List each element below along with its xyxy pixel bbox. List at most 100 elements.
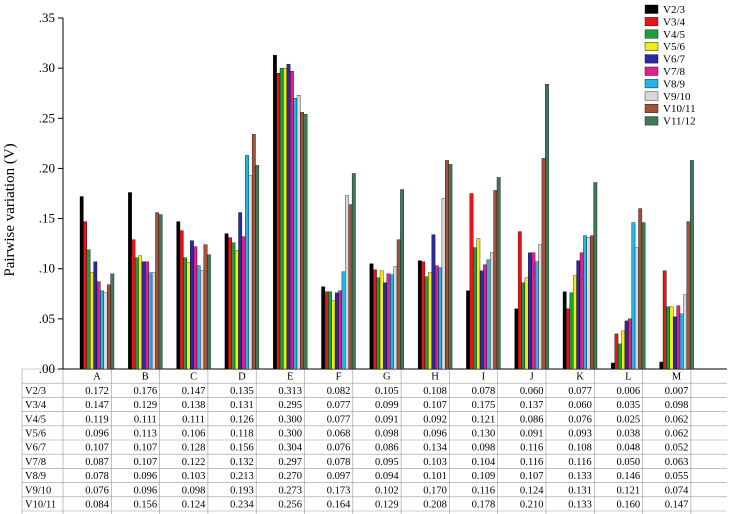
bar	[90, 272, 94, 370]
table-cell: 0.147	[665, 500, 689, 511]
bar	[276, 72, 281, 370]
category-label: D	[238, 372, 246, 383]
table-cell: 0.133	[568, 471, 592, 482]
bar	[679, 313, 684, 370]
bar	[151, 272, 156, 370]
bar	[283, 67, 287, 370]
bar	[545, 84, 549, 370]
table-cell: 0.256	[278, 500, 302, 511]
bar	[586, 237, 591, 370]
bar	[686, 221, 691, 370]
table-cell: 0.107	[85, 443, 109, 454]
bar	[445, 160, 449, 370]
bar	[200, 270, 204, 370]
bar	[611, 362, 615, 370]
bar	[203, 244, 208, 370]
table-cell: 0.170	[423, 485, 447, 496]
table-cell: 0.107	[133, 443, 157, 454]
table-cell: 0.097	[327, 471, 351, 482]
legend-label: V6/7	[663, 54, 686, 66]
table-cell: 0.104	[472, 457, 496, 468]
legend-swatch	[644, 54, 659, 64]
bar	[373, 269, 377, 370]
bar	[673, 316, 677, 370]
bar	[179, 230, 184, 370]
bar	[476, 238, 481, 370]
category-label: A	[93, 372, 101, 383]
bar	[396, 239, 401, 370]
bar	[338, 290, 343, 370]
table-cell: 0.173	[327, 485, 351, 496]
table-cell: 0.137	[520, 400, 544, 411]
table-cell: 0.300	[278, 429, 302, 440]
bar	[493, 190, 498, 370]
table-cell: 0.111	[182, 414, 205, 425]
table-cell: 0.099	[375, 400, 399, 411]
table-cell: 0.108	[568, 443, 592, 454]
y-tick-label: .00	[39, 361, 55, 376]
y-tick-label: .05	[39, 311, 55, 326]
table-cell: 0.131	[568, 485, 592, 496]
table-cell: 0.103	[182, 471, 206, 482]
table-cell: 0.068	[327, 429, 351, 440]
bar	[593, 182, 598, 370]
table-cell: 0.156	[133, 500, 157, 511]
table-cell: 0.076	[568, 414, 592, 425]
table-cell: 0.133	[568, 500, 592, 511]
table-cell: 0.124	[520, 485, 544, 496]
bar	[400, 189, 404, 370]
bar	[434, 265, 439, 370]
table-cell: 0.078	[472, 386, 496, 397]
table-cell: 0.234	[230, 500, 254, 511]
table-cell: 0.076	[85, 485, 109, 496]
bar	[469, 193, 474, 370]
table-cell: 0.172	[85, 386, 109, 397]
legend-label: V5/6	[663, 41, 686, 53]
bar	[348, 204, 353, 370]
bar	[379, 270, 384, 370]
bar	[96, 281, 101, 370]
bar	[531, 252, 536, 370]
bar	[524, 277, 529, 370]
table-cell: 0.086	[520, 414, 544, 425]
table-cell: 0.052	[665, 443, 689, 454]
bar	[690, 160, 694, 370]
bar	[100, 290, 104, 370]
table-cell: 0.108	[423, 386, 447, 397]
bar	[634, 247, 639, 370]
table-cell: 0.128	[182, 443, 206, 454]
bar	[293, 98, 298, 370]
y-tick-label: .15	[39, 211, 55, 226]
bar	[241, 236, 246, 370]
category-label: L	[625, 372, 631, 383]
table-cell: 0.098	[665, 400, 689, 411]
table-cell: 0.129	[375, 500, 399, 511]
table-cell: 0.160	[616, 500, 640, 511]
bar	[228, 237, 232, 370]
bar	[490, 252, 494, 370]
table-cell: 0.116	[472, 485, 495, 496]
legend-label: V4/5	[663, 29, 686, 41]
bar	[641, 222, 646, 370]
bar	[190, 240, 194, 370]
table-cell: 0.007	[665, 386, 689, 397]
bar	[566, 308, 570, 370]
table-row-label: V7/8	[25, 457, 46, 468]
table-cell: 0.101	[423, 471, 447, 482]
table-cell: 0.164	[327, 500, 351, 511]
table-cell: 0.076	[327, 443, 351, 454]
y-tick-label: .30	[39, 60, 55, 75]
bar	[155, 212, 160, 370]
bar	[207, 254, 211, 370]
category-label: G	[383, 372, 391, 383]
bar	[431, 234, 436, 370]
bar	[573, 275, 577, 370]
category-label: C	[190, 372, 197, 383]
table-cell: 0.135	[230, 386, 254, 397]
bar	[128, 192, 132, 370]
bar	[496, 177, 501, 370]
legend-label: V10/11	[663, 103, 696, 115]
bar	[110, 273, 115, 370]
table-cell: 0.077	[327, 414, 351, 425]
bar	[662, 270, 667, 370]
